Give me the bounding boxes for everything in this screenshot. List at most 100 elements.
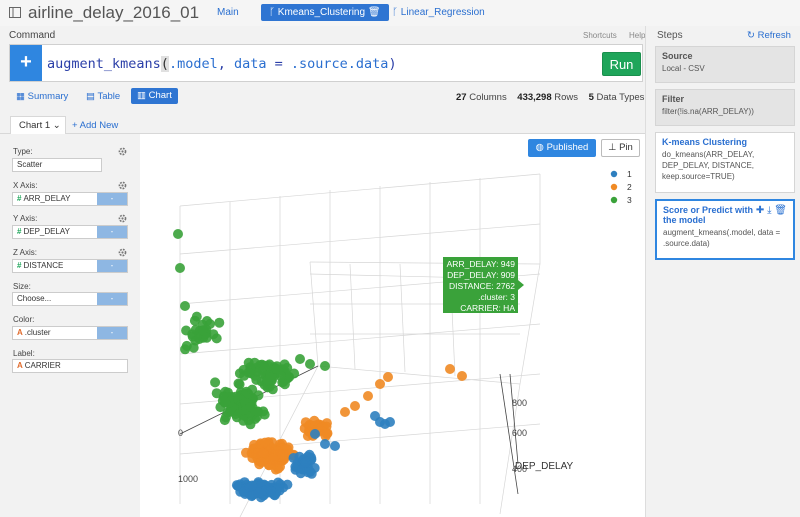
type-select[interactable]: Scatter (12, 158, 102, 172)
view-table-button[interactable]: ▤ Table (86, 91, 120, 102)
data-point[interactable] (267, 384, 278, 395)
data-point[interactable] (210, 377, 221, 388)
shortcuts-link[interactable]: Shortcuts (583, 31, 617, 40)
data-point[interactable] (330, 441, 340, 451)
data-point[interactable] (322, 428, 333, 439)
published-button[interactable]: ◍ Published (528, 139, 596, 157)
data-point[interactable] (257, 447, 268, 458)
data-point[interactable] (321, 418, 332, 429)
data-point[interactable] (282, 479, 293, 490)
y-axis-remove-button[interactable]: - (97, 226, 127, 238)
data-point[interactable] (247, 384, 258, 395)
view-chart-button[interactable]: ▥ Chart (131, 88, 178, 104)
data-point[interactable] (173, 229, 183, 239)
plot-legend[interactable]: 1 2 3 (610, 169, 632, 205)
data-point[interactable] (385, 417, 395, 427)
data-point[interactable] (181, 340, 192, 351)
data-point[interactable] (214, 317, 225, 328)
data-point[interactable] (375, 379, 385, 389)
label-field[interactable]: A CARRIER (12, 359, 128, 373)
data-point[interactable] (284, 372, 295, 382)
data-point[interactable] (310, 429, 320, 439)
y-axis-field[interactable]: # DEP_DELAY - (12, 225, 128, 239)
plot-points[interactable] (173, 229, 467, 503)
data-point[interactable] (191, 311, 202, 322)
data-point[interactable] (350, 401, 360, 411)
data-point[interactable] (340, 407, 350, 417)
size-remove-button[interactable]: - (97, 293, 127, 305)
data-point[interactable] (320, 439, 330, 449)
data-point[interactable] (256, 457, 267, 468)
data-point[interactable] (282, 362, 293, 373)
command-input[interactable]: + augment_kmeans(.model, data = .source.… (9, 44, 643, 82)
data-point[interactable] (231, 480, 242, 491)
data-point[interactable] (277, 449, 288, 460)
trash-icon[interactable]: 🗑 (367, 7, 381, 18)
add-step-button[interactable]: + (10, 45, 42, 81)
data-point[interactable] (197, 325, 208, 336)
data-point[interactable] (234, 368, 245, 379)
gear-icon[interactable] (118, 214, 127, 223)
data-point[interactable] (180, 301, 190, 311)
data-point[interactable] (305, 359, 315, 369)
color-field[interactable]: A .cluster - (12, 326, 128, 340)
data-point[interactable] (220, 397, 231, 408)
data-point[interactable] (260, 437, 270, 448)
data-point[interactable] (253, 487, 264, 498)
step-score-predict[interactable]: Score or Predict with the model augment_… (655, 199, 795, 260)
data-point[interactable] (309, 415, 320, 426)
data-point[interactable] (201, 332, 212, 343)
trash-icon[interactable]: 🗑 (774, 205, 787, 216)
command-text[interactable]: augment_kmeans(.model, data = .source.da… (47, 56, 397, 72)
chevron-down-icon[interactable]: ⌄ (52, 120, 61, 131)
data-point[interactable] (265, 372, 276, 383)
data-point[interactable] (245, 401, 256, 412)
data-point[interactable] (383, 372, 393, 382)
add-icon[interactable]: ✚ (755, 205, 765, 216)
gear-icon[interactable] (118, 147, 127, 156)
data-point[interactable] (276, 371, 286, 382)
legend-marker[interactable] (610, 196, 618, 204)
data-point[interactable] (445, 364, 455, 374)
data-point[interactable] (247, 480, 258, 491)
data-point[interactable] (309, 463, 320, 473)
legend-marker[interactable] (610, 170, 618, 178)
data-point[interactable] (249, 357, 260, 368)
chart-tab-1[interactable]: Chart 1 ⌄ (10, 116, 66, 134)
data-point[interactable] (205, 319, 215, 329)
x-axis-remove-button[interactable]: - (97, 193, 127, 205)
view-summary-button[interactable]: ▦ Summary (16, 91, 68, 102)
size-field[interactable]: Choose... - (12, 292, 128, 306)
data-point[interactable] (457, 371, 467, 381)
pin-button[interactable]: ⊥ Pin (601, 139, 640, 157)
data-point[interactable] (300, 457, 311, 468)
data-point[interactable] (252, 406, 263, 417)
color-remove-button[interactable]: - (97, 327, 127, 339)
data-point[interactable] (220, 412, 231, 423)
data-point[interactable] (271, 363, 282, 374)
add-new-chart-button[interactable]: + Add New (72, 120, 119, 131)
legend-marker[interactable] (610, 183, 618, 191)
tab-main[interactable]: Main (217, 7, 239, 18)
data-point[interactable] (279, 379, 290, 390)
data-point[interactable] (175, 263, 185, 273)
data-point[interactable] (211, 333, 222, 344)
tab-linear-regression[interactable]: ᚴ Linear_Regression (392, 7, 485, 18)
step-source[interactable]: Source Local - CSV (655, 46, 795, 83)
step-filter[interactable]: Filter filter(!is.na(ARR_DELAY)) (655, 89, 795, 126)
data-point[interactable] (295, 354, 305, 364)
scatter-3d-plot[interactable]: 800 600 400 1000 0 DEP_DELAY 1 2 3 ARR_DELAY: 9… (140, 134, 645, 517)
refresh-button[interactable]: ↻ Refresh (747, 30, 791, 41)
data-point[interactable] (251, 374, 262, 385)
data-point[interactable] (233, 378, 244, 389)
tab-kmeans-clustering[interactable]: ᚴ Kmeans_Clustering 🗑 (261, 4, 389, 21)
z-axis-remove-button[interactable]: - (97, 260, 127, 272)
data-point[interactable] (288, 453, 299, 463)
step-kmeans[interactable]: K-means Clustering do_kmeans(ARR_DELAY, … (655, 132, 795, 193)
help-link[interactable]: Help (629, 31, 646, 40)
data-point[interactable] (181, 325, 192, 336)
data-point[interactable] (266, 486, 276, 497)
x-axis-field[interactable]: # ARR_DELAY - (12, 192, 128, 206)
download-icon[interactable]: ⤓ (767, 205, 772, 216)
data-point[interactable] (320, 361, 330, 371)
